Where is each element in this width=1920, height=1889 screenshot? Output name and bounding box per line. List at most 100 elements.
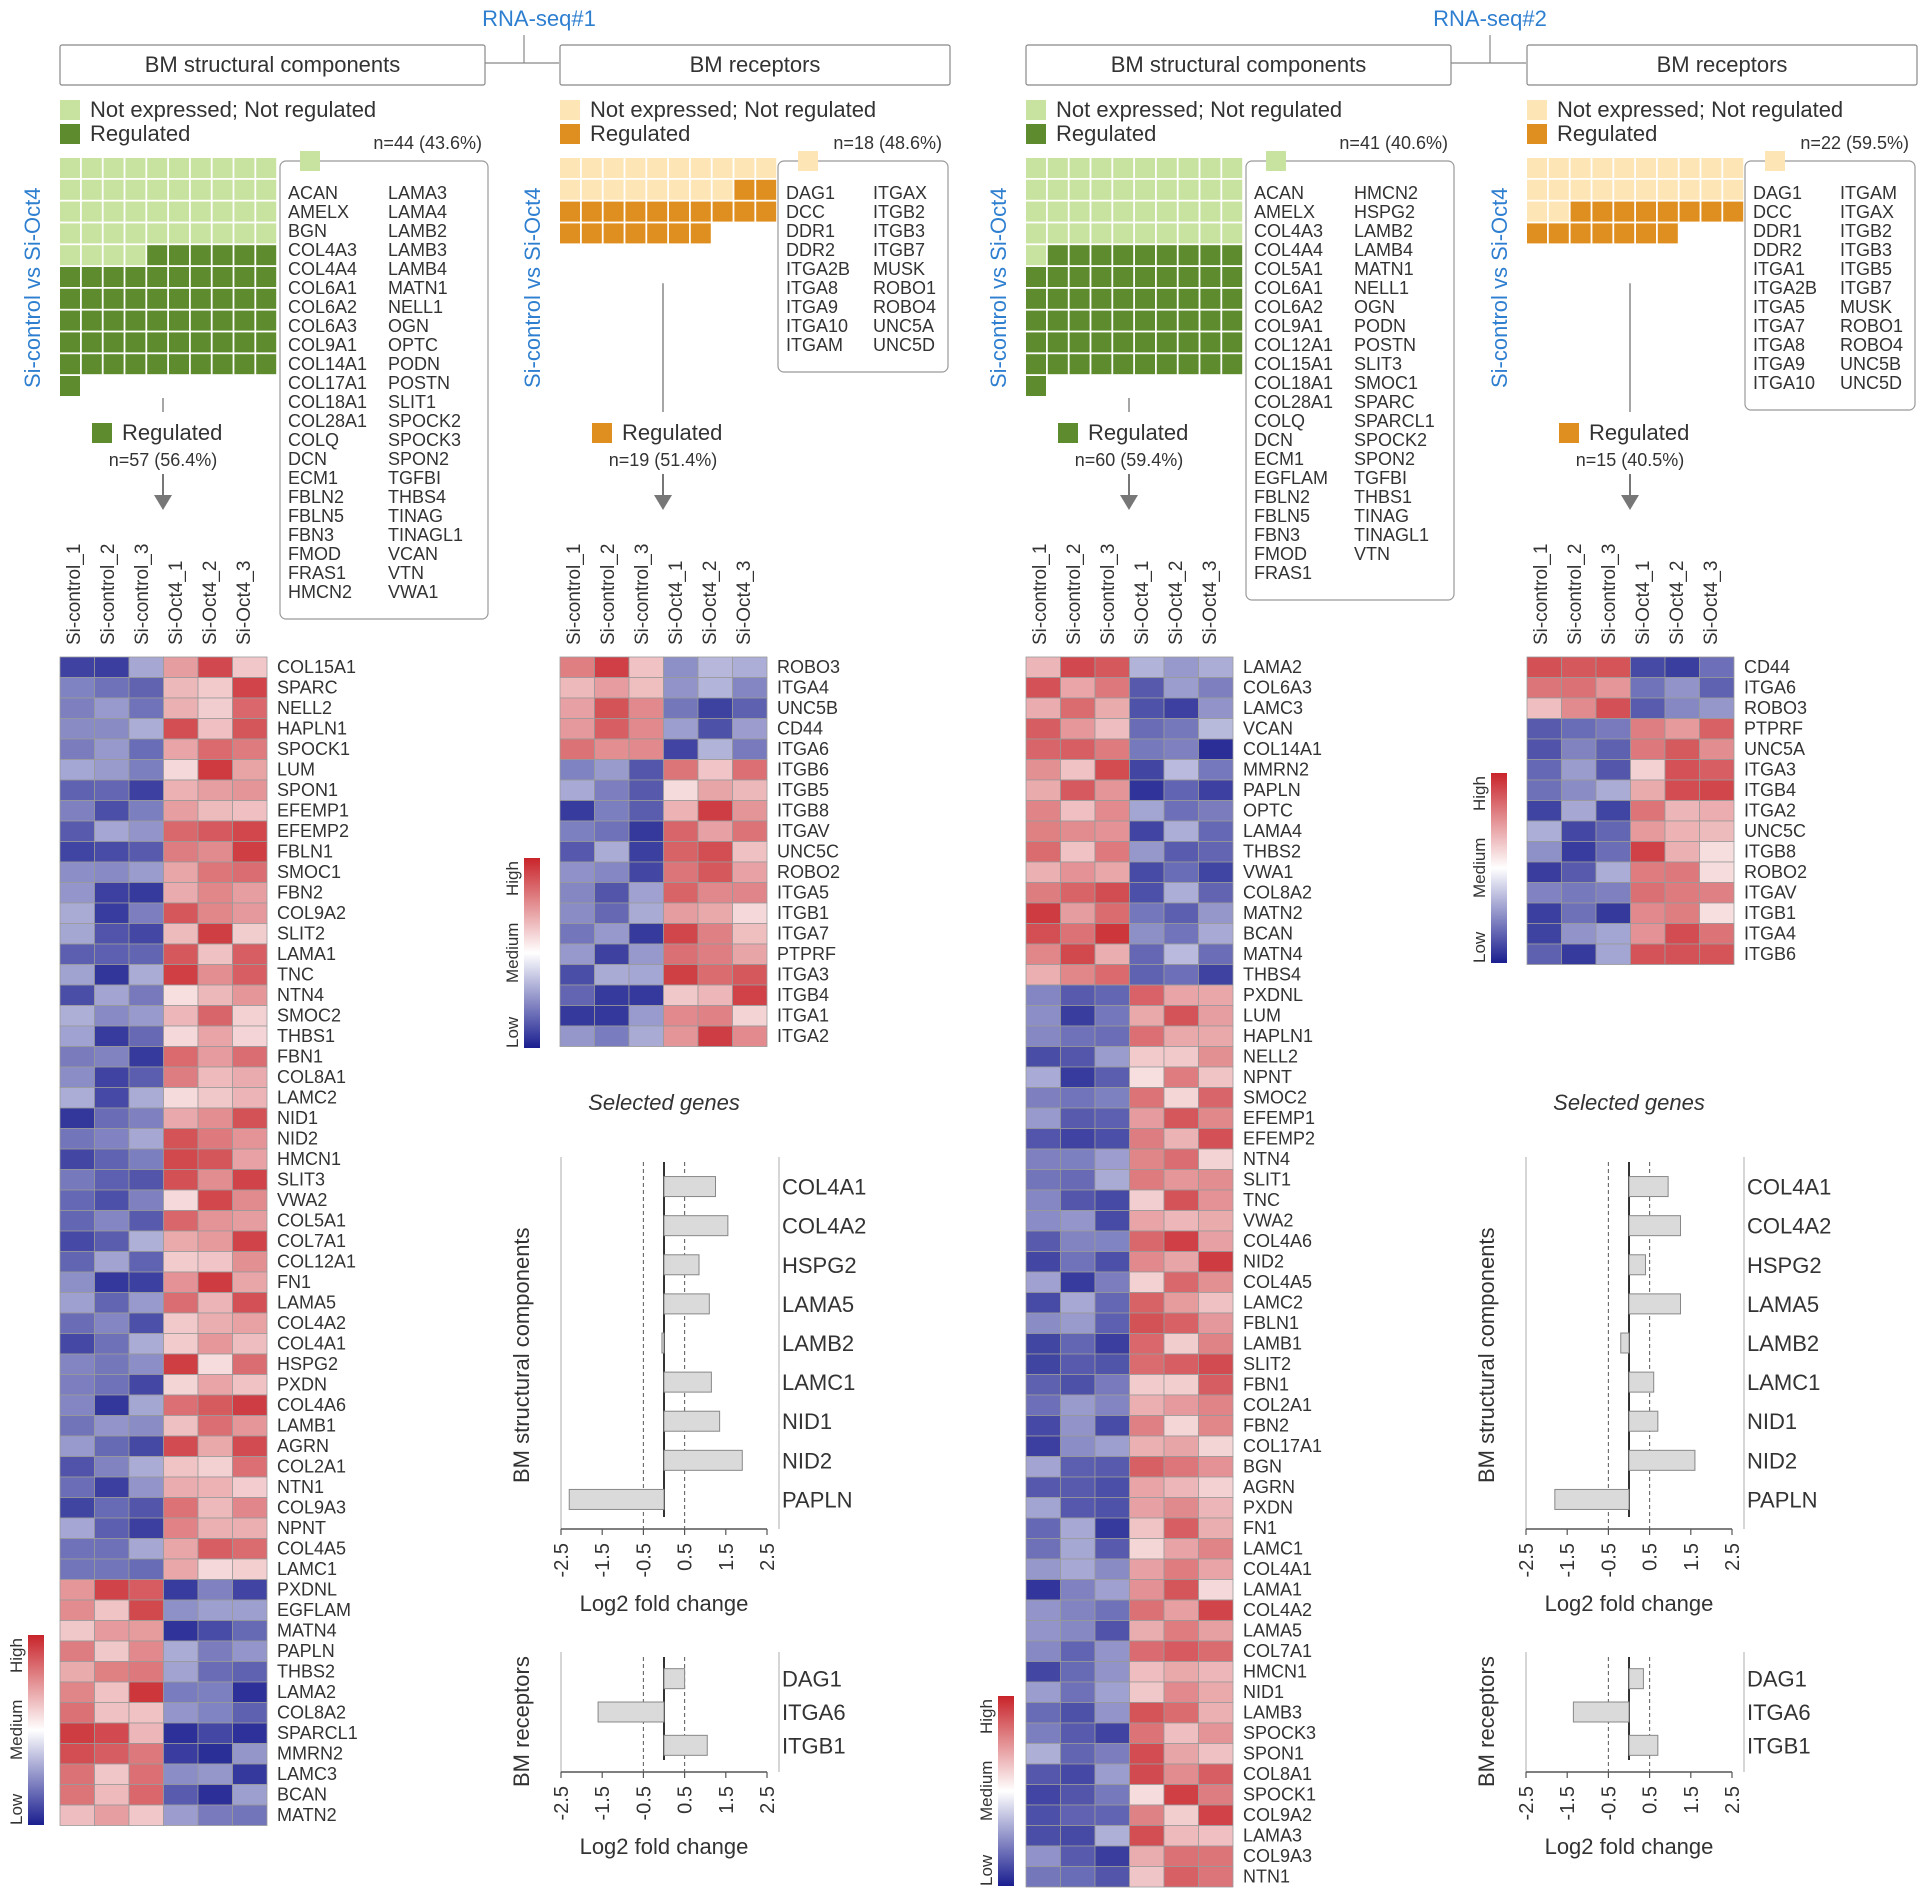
heatmap-cell — [94, 1599, 130, 1621]
heatmap-cell — [1526, 779, 1562, 801]
heatmap-cell — [1129, 1784, 1165, 1806]
heatmap-cell — [1025, 1415, 1061, 1437]
heatmap-cell — [197, 656, 233, 678]
waffle-cell — [581, 223, 602, 244]
heatmap-cell — [1060, 861, 1096, 883]
struct-bar-chart-bar — [663, 1371, 712, 1393]
waffle-cell — [1026, 223, 1046, 244]
gene-list-box — [279, 160, 489, 620]
heatmap-cell — [197, 1538, 233, 1560]
heatmap-gene-label: COL4A2 — [1243, 1600, 1312, 1620]
heatmap-cell — [94, 1681, 130, 1703]
heatmap-cell — [663, 902, 699, 924]
heatmap-cell — [1025, 984, 1061, 1006]
waffle-cell — [1548, 223, 1569, 244]
heatmap-gene-label: COL12A1 — [277, 1252, 356, 1272]
gene-list-item: ACAN — [288, 183, 338, 203]
gene-list-item: FRAS1 — [1254, 563, 1312, 583]
heatmap-cell — [697, 738, 733, 760]
heatmap-cell — [232, 1497, 268, 1519]
heatmap-cell — [94, 1025, 130, 1047]
heatmap-cell — [128, 1599, 164, 1621]
heatmap-gene-label: LAMC1 — [277, 1559, 337, 1579]
heatmap-cell — [1025, 841, 1061, 863]
gene-list-item: SLIT1 — [388, 392, 436, 412]
heatmap-cell — [1699, 943, 1735, 965]
waffle-cell — [1047, 267, 1068, 287]
scale-label-low: Low — [503, 1016, 522, 1048]
heatmap-cell — [1025, 1476, 1061, 1498]
heatmap-gene-label: ITGB6 — [1744, 944, 1796, 964]
heatmap-cell — [1060, 1661, 1096, 1683]
heatmap-cell — [59, 1128, 95, 1150]
heatmap-cell — [59, 841, 95, 863]
waffle-cell — [1069, 267, 1090, 287]
heatmap-cell — [1163, 1620, 1199, 1642]
heatmap-cell — [197, 1374, 233, 1396]
waffle-cell — [1222, 179, 1243, 200]
waffle-cell — [647, 158, 668, 178]
struct-bar-chart-gene-label: PAPLN — [782, 1487, 853, 1512]
waffle-cell — [190, 179, 211, 200]
gene-list-item: SPOCK2 — [388, 411, 461, 431]
heatmap-cell — [1163, 841, 1199, 863]
heatmap-cell — [232, 882, 268, 904]
heatmap-cell — [1163, 1435, 1199, 1457]
waffle-cell — [256, 245, 277, 266]
legend-swatch-regulated — [60, 124, 80, 144]
waffle-cell — [125, 288, 146, 309]
waffle-cell — [1657, 179, 1678, 200]
waffle-cell — [169, 288, 189, 309]
heatmap-cell — [1094, 1620, 1130, 1642]
gene-list-item: BGN — [288, 221, 327, 241]
heatmap-cell — [232, 697, 268, 719]
heatmap-cell — [732, 923, 768, 945]
heatmap-cell — [1129, 1620, 1165, 1642]
heatmap-cell — [94, 1476, 130, 1498]
waffle-cell — [1113, 245, 1134, 266]
heatmap-cell — [1198, 677, 1234, 699]
heatmap-cell — [1198, 1763, 1234, 1785]
heatmap-cell — [59, 1640, 95, 1662]
regulated-count: n=57 (56.4%) — [109, 450, 218, 470]
heatmap-cell — [232, 1271, 268, 1293]
heatmap-cell — [1595, 943, 1631, 965]
heatmap-cell — [94, 964, 130, 986]
heatmap-cell — [128, 1353, 164, 1375]
heatmap-cell — [94, 1784, 130, 1806]
heatmap-cell — [163, 718, 199, 740]
waffle-cell — [1701, 179, 1722, 200]
heatmap-cell — [59, 1497, 95, 1519]
struct-bar-chart-bar — [1628, 1371, 1655, 1393]
heatmap-cell — [1094, 656, 1130, 678]
gene-list-item: DDR1 — [786, 221, 835, 241]
heatmap-cell — [59, 800, 95, 822]
heatmap-cell — [1094, 1517, 1130, 1539]
heatmap-cell — [1129, 1476, 1165, 1498]
heatmap-cell — [1025, 1763, 1061, 1785]
heatmap-cell — [128, 984, 164, 1006]
heatmap-gene-label: ROBO3 — [777, 657, 840, 677]
heatmap-cell — [1025, 1312, 1061, 1334]
waffle-cell — [1222, 223, 1243, 244]
heatmap-cell — [232, 1025, 268, 1047]
heatmap-cell — [128, 1189, 164, 1211]
heatmap-cell — [1198, 1497, 1234, 1519]
waffle-cell — [1614, 179, 1635, 200]
heatmap-cell — [1163, 1312, 1199, 1334]
gene-list-item: COL6A3 — [288, 316, 357, 336]
heatmap-cell — [1094, 964, 1130, 986]
waffle-cell — [1069, 158, 1090, 178]
struct-bar-chart-bar — [1628, 1449, 1696, 1471]
legend-swatch-not-regulated — [1527, 100, 1547, 120]
heatmap-cell — [1699, 841, 1735, 863]
waffle-cell — [212, 223, 233, 244]
heatmap-gene-label: HAPLN1 — [1243, 1026, 1313, 1046]
gene-list-item: COL14A1 — [288, 354, 367, 374]
heatmap-gene-label: NTN1 — [277, 1477, 324, 1497]
heatmap-gene-label: EFEMP1 — [277, 801, 349, 821]
heatmap-cell — [559, 1025, 595, 1047]
gene-list-item: COL18A1 — [288, 392, 367, 412]
gene-list-item: DDR2 — [1753, 240, 1802, 260]
heatmap-cell — [1129, 1763, 1165, 1785]
